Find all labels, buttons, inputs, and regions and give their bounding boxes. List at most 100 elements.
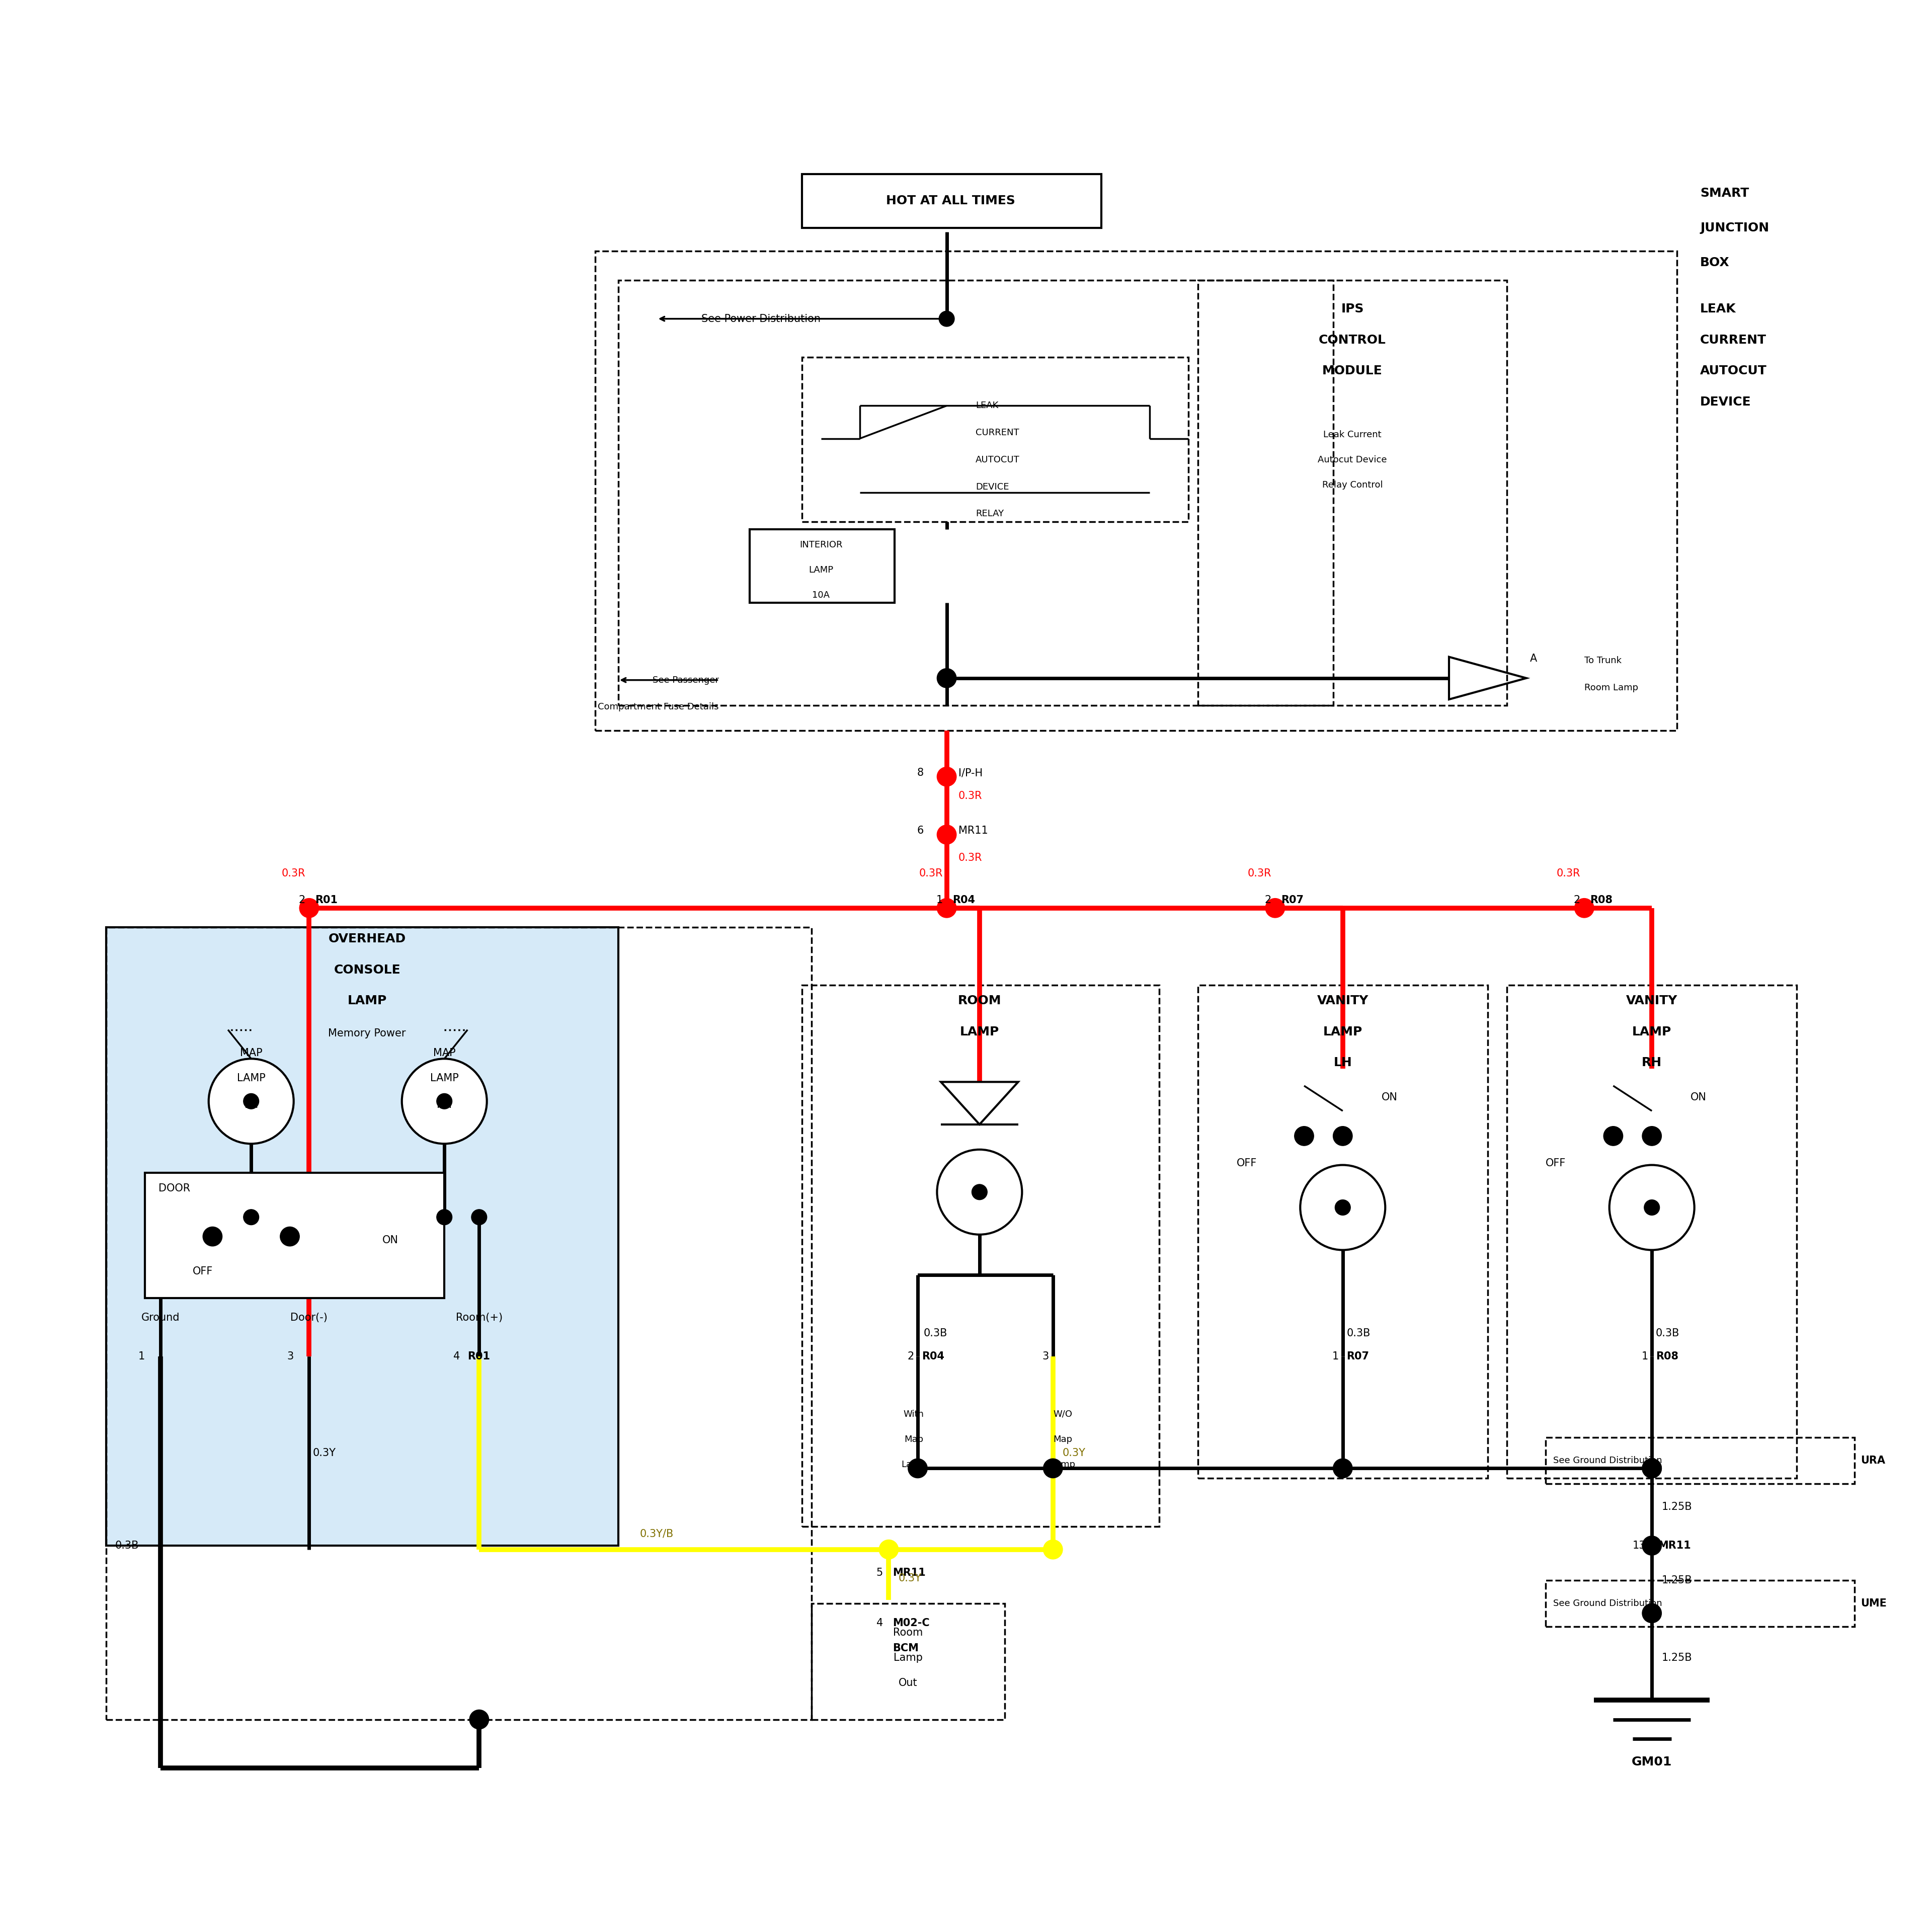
Circle shape: [469, 1710, 489, 1729]
Text: LEAK: LEAK: [1700, 303, 1737, 315]
Circle shape: [1265, 898, 1285, 918]
Text: Lamp: Lamp: [900, 1461, 927, 1468]
Text: 0.3B: 0.3B: [1656, 1327, 1679, 1339]
Text: JUNCTION: JUNCTION: [1700, 222, 1770, 234]
Text: 0.3B: 0.3B: [923, 1327, 947, 1339]
Text: MR11: MR11: [1658, 1540, 1691, 1551]
Bar: [1507, 985, 1797, 1478]
Bar: [106, 927, 811, 1719]
Text: Compartment Fuse Details: Compartment Fuse Details: [597, 703, 719, 711]
Text: 0.3R: 0.3R: [1248, 867, 1271, 879]
Text: DEVICE: DEVICE: [976, 483, 1009, 491]
Circle shape: [243, 1094, 259, 1109]
Text: Map: Map: [1053, 1435, 1072, 1443]
Circle shape: [937, 1150, 1022, 1235]
Text: MR11: MR11: [893, 1567, 925, 1578]
Circle shape: [939, 311, 954, 327]
Text: Lamp: Lamp: [893, 1652, 923, 1663]
Text: SMART: SMART: [1700, 187, 1748, 199]
Circle shape: [1333, 1459, 1352, 1478]
Text: RELAY: RELAY: [976, 510, 1005, 518]
Text: 5: 5: [877, 1567, 883, 1578]
Text: LAMP: LAMP: [1633, 1026, 1671, 1037]
Text: MODULE: MODULE: [1321, 365, 1383, 377]
Bar: [802, 985, 1159, 1526]
Circle shape: [1333, 1126, 1352, 1146]
Text: LEAK: LEAK: [976, 402, 999, 410]
Text: 3: 3: [1043, 1350, 1049, 1362]
Text: See Passenger: See Passenger: [653, 676, 719, 684]
Text: R07: R07: [1281, 895, 1304, 906]
Text: 6: 6: [918, 825, 923, 837]
Text: 0.3R: 0.3R: [1557, 867, 1580, 879]
Text: AUTOCUT: AUTOCUT: [1700, 365, 1768, 377]
Text: 0.3Y/B: 0.3Y/B: [639, 1528, 674, 1540]
Circle shape: [1642, 1459, 1662, 1478]
Text: 2: 2: [908, 1350, 914, 1362]
Circle shape: [471, 1209, 487, 1225]
Circle shape: [1609, 1165, 1694, 1250]
Bar: [1546, 1437, 1855, 1484]
Text: 1: 1: [1333, 1350, 1339, 1362]
Text: LH: LH: [1333, 1057, 1352, 1068]
Text: LH: LH: [243, 1099, 259, 1111]
Circle shape: [243, 1209, 259, 1225]
Text: R01: R01: [468, 1350, 491, 1362]
Text: HOT AT ALL TIMES: HOT AT ALL TIMES: [887, 195, 1014, 207]
Circle shape: [1294, 1126, 1314, 1146]
Text: See Ground Distribution: See Ground Distribution: [1553, 1457, 1662, 1464]
Text: Memory Power: Memory Power: [328, 1028, 406, 1039]
Circle shape: [437, 1209, 452, 1225]
Circle shape: [1575, 898, 1594, 918]
Text: MAP: MAP: [433, 1047, 456, 1059]
Text: A: A: [1530, 653, 1538, 665]
Bar: [802, 174, 1101, 228]
Circle shape: [299, 898, 319, 918]
Text: OFF: OFF: [1236, 1157, 1258, 1169]
Text: Out: Out: [898, 1677, 918, 1689]
Text: 4: 4: [454, 1350, 460, 1362]
Bar: [1198, 985, 1488, 1478]
Text: Autocut Device: Autocut Device: [1318, 456, 1387, 464]
Circle shape: [209, 1059, 294, 1144]
Text: 2: 2: [1265, 895, 1271, 906]
Circle shape: [1642, 1459, 1662, 1478]
Text: Room Lamp: Room Lamp: [1584, 684, 1638, 692]
Text: CURRENT: CURRENT: [976, 429, 1020, 437]
Text: 10A: 10A: [811, 591, 831, 599]
Text: 0.3R: 0.3R: [958, 852, 981, 864]
Circle shape: [1300, 1165, 1385, 1250]
Text: LAMP: LAMP: [238, 1072, 265, 1084]
Text: LAMP: LAMP: [348, 995, 386, 1007]
Circle shape: [937, 898, 956, 918]
Text: ON: ON: [1691, 1092, 1706, 1103]
Text: VANITY: VANITY: [1627, 995, 1677, 1007]
Bar: [618, 280, 1333, 705]
Text: 1: 1: [937, 895, 943, 906]
Circle shape: [937, 825, 956, 844]
Text: 2: 2: [1575, 895, 1580, 906]
Text: BOX: BOX: [1700, 257, 1729, 269]
Text: OFF: OFF: [1546, 1157, 1567, 1169]
Text: LAMP: LAMP: [1323, 1026, 1362, 1037]
Circle shape: [1642, 1536, 1662, 1555]
Text: INTERIOR: INTERIOR: [800, 541, 842, 549]
Bar: [1198, 280, 1507, 705]
Circle shape: [937, 668, 956, 688]
Text: 1.25B: 1.25B: [1662, 1575, 1692, 1586]
Circle shape: [1043, 1459, 1063, 1478]
Text: MAP: MAP: [240, 1047, 263, 1059]
Bar: [595, 251, 1677, 730]
Circle shape: [280, 1227, 299, 1246]
Text: I/P-H: I/P-H: [958, 767, 983, 779]
Text: ROOM: ROOM: [958, 995, 1001, 1007]
Text: Door(-): Door(-): [290, 1312, 328, 1323]
Bar: [1546, 1580, 1855, 1627]
Circle shape: [972, 1184, 987, 1200]
Text: 0.3B: 0.3B: [116, 1540, 139, 1551]
Text: 1.25B: 1.25B: [1662, 1652, 1692, 1663]
Text: ON: ON: [383, 1235, 398, 1246]
Text: Relay Control: Relay Control: [1321, 481, 1383, 489]
Text: RH: RH: [437, 1099, 452, 1111]
Circle shape: [937, 767, 956, 786]
